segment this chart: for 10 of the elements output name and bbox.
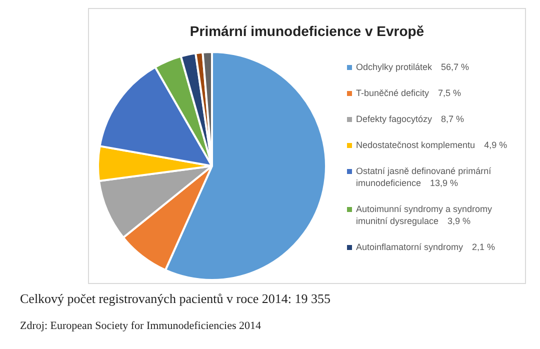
legend-label: Nedostatečnost komplementu 4,9 % xyxy=(356,139,508,151)
legend-label: Defekty fagocytózy 8,7 % xyxy=(356,113,464,125)
text: Zdroj: European Society for Immunodeficiencies 2014 xyxy=(20,320,262,332)
legend-label: Autoinflamatorní syndromy 2,1 % xyxy=(356,241,496,253)
legend-label: Odchylky protilátek 56,7 % xyxy=(356,61,470,73)
legend-label: Autoimunní syndromy a syndromy imunitní dysregulace 3,9 % xyxy=(356,203,494,227)
legend-label: Ostatní jasně definované primární imunodeficience 13,9 % xyxy=(356,165,492,189)
legend-label: T-buněčné deficity 7,5 % xyxy=(356,87,462,99)
chart-title: Primární imunodeficience v Evropě xyxy=(188,23,426,39)
text: Celkový počet registrovaných pacientů v roce 2014: 19 355 xyxy=(20,291,330,307)
